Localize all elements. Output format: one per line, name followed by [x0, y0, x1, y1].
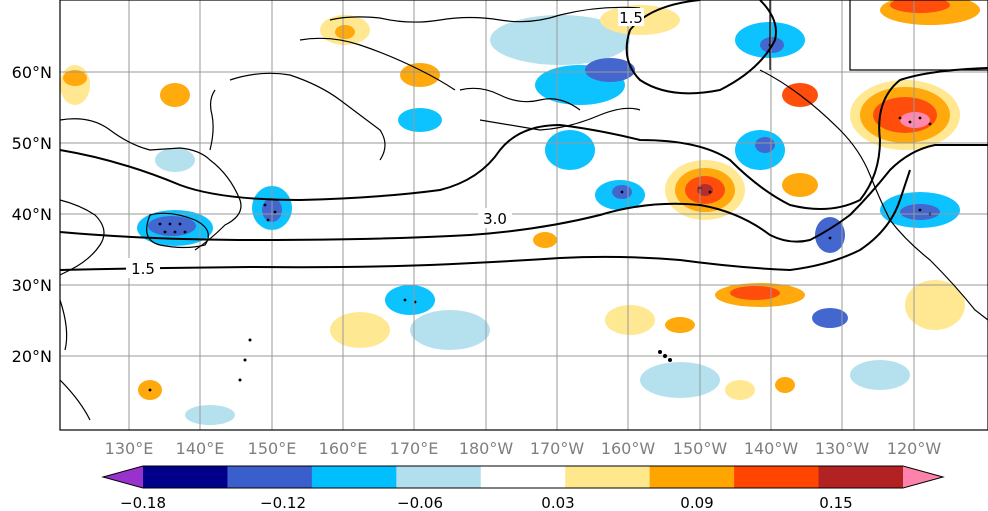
colorbar-tick-label: 0.15 [819, 494, 852, 511]
colorbar: −0.18 −0.12 −0.06 0.03 0.09 0.15 [101, 465, 945, 511]
map-frame [59, 0, 988, 431]
lon-label-150e: 150°E [248, 439, 297, 458]
colorbar-tick-label: −0.06 [397, 494, 443, 511]
colorbar-segments [101, 465, 945, 489]
lon-label-180w: 180°W [459, 439, 514, 458]
contour-label-3p0: 3.0 [483, 210, 507, 228]
lat-label-20n: 20°N [12, 347, 52, 366]
map-panel: 3.0 1.5 1.5 [59, 0, 988, 431]
island-dots [238, 338, 672, 382]
colorbar-segment [227, 466, 313, 488]
anomaly-shading [60, 0, 980, 425]
graticule [60, 0, 988, 430]
lat-label-50n: 50°N [12, 134, 52, 153]
longitude-labels: 130°E 140°E 150°E 160°E 170°E 180°W 170°… [105, 439, 942, 458]
colorbar-outline [101, 465, 945, 489]
coastlines [59, 0, 988, 421]
colorbar-tick-label: −0.18 [120, 494, 166, 511]
contour-label-group: 3.0 1.5 1.5 [126, 8, 644, 278]
colorbar-tick-label: 0.03 [541, 494, 574, 511]
lat-label-40n: 40°N [12, 205, 52, 224]
lat-label-60n: 60°N [12, 63, 52, 82]
lon-label-120w: 120°W [887, 439, 942, 458]
colorbar-segment [311, 466, 397, 488]
colorbar-segment [565, 466, 651, 488]
lon-label-130w: 130°W [815, 439, 870, 458]
contour-label-1p5-north: 1.5 [619, 9, 643, 27]
significance-stippling [148, 43, 932, 392]
contour-1p5-north [59, 67, 988, 210]
contour-label-1p5-west: 1.5 [131, 260, 155, 278]
contour-1p5-south [59, 169, 911, 272]
colorbar-tick-labels: −0.18 −0.12 −0.06 0.03 0.09 0.15 [120, 494, 853, 511]
lon-label-160e: 160°E [319, 439, 368, 458]
colorbar-segment [103, 466, 143, 488]
colorbar-tick-label: 0.09 [680, 494, 713, 511]
colorbar-segment [649, 466, 735, 488]
colorbar-segment [734, 466, 820, 488]
lon-label-150w: 150°W [673, 439, 728, 458]
lon-label-130e: 130°E [105, 439, 154, 458]
colorbar-tick-label: −0.12 [260, 494, 306, 511]
lat-label-30n: 30°N [12, 276, 52, 295]
lon-label-170e: 170°E [390, 439, 439, 458]
lon-label-140w: 140°W [744, 439, 799, 458]
colorbar-segment [818, 466, 904, 488]
latitude-labels: 60°N 50°N 40°N 30°N 20°N [12, 63, 52, 366]
lon-label-160w: 160°W [601, 439, 656, 458]
colorbar-segment [143, 466, 228, 488]
colorbar-segment [396, 466, 482, 488]
lon-label-170w: 170°W [530, 439, 585, 458]
lon-label-140e: 140°E [176, 439, 225, 458]
contour-3p0 [59, 144, 988, 243]
colorbar-segment [903, 466, 943, 488]
colorbar-segment [480, 466, 566, 488]
